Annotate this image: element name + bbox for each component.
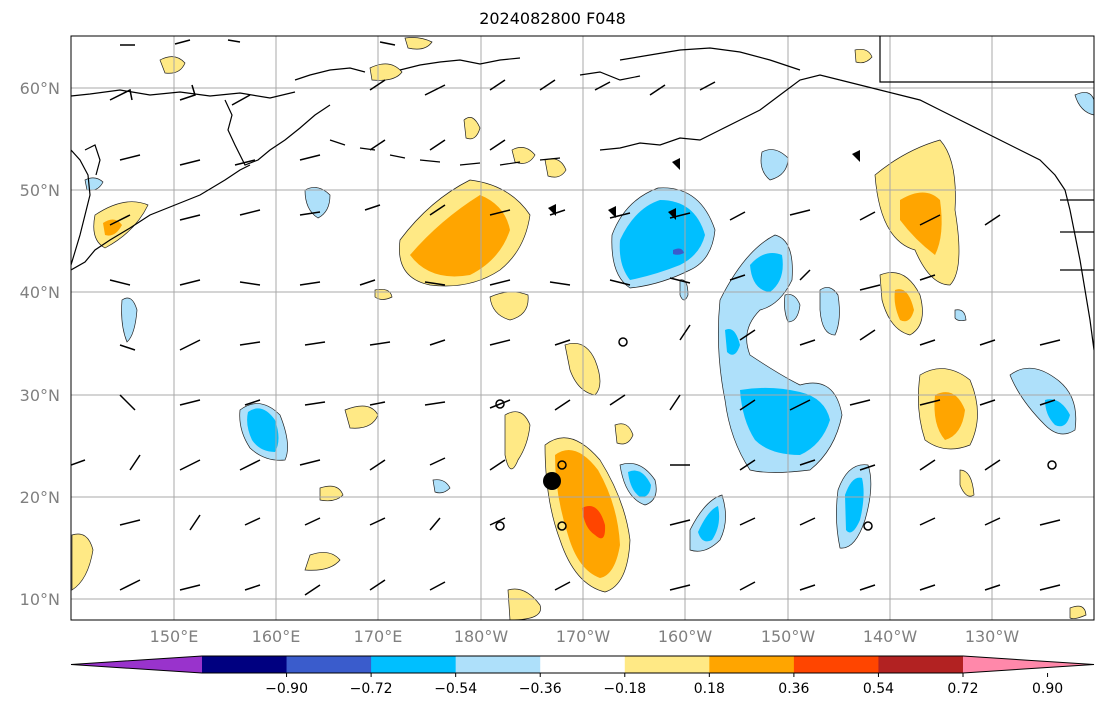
lat-label-10n: 10°N [20,590,60,609]
coastlines [71,36,1094,351]
lat-label-30n: 30°N [20,386,60,405]
lon-label-170w: 170°W [556,627,611,646]
colorbar-tick-label: −0.54 [434,681,477,697]
colorbar-segment [878,656,964,673]
colorbar-tick-label: −0.36 [519,681,562,697]
colorbar-tick-label: 0.18 [694,681,725,697]
colorbar-segment [540,656,626,673]
storm-center-marker [543,472,561,490]
colorbar-segment [286,656,372,673]
lon-label-170e: 170°E [354,627,403,646]
colorbar-outline [70,655,1095,674]
colorbar-tick-label: −0.18 [603,681,646,697]
lat-label-40n: 40°N [20,283,60,302]
lon-label-150w: 150°W [761,627,816,646]
map-title: 2024082800 F048 [479,9,626,28]
latitude-labels: 60°N 50°N 40°N 30°N 20°N 10°N [20,79,60,609]
colorbar-tick-label: −0.90 [265,681,308,697]
graticule [71,36,1094,620]
colorbar-tick-label: 0.54 [863,681,894,697]
colorbar-segment [793,656,879,673]
colorbar-segment [709,656,795,673]
colorbar-tick-label: 0.90 [1032,681,1063,697]
colorbar-segment [624,656,710,673]
lon-label-150e: 150°E [150,627,199,646]
colorbar-extend-high [963,656,1094,673]
lon-label-180w: 180°W [454,627,509,646]
lat-label-50n: 50°N [20,181,60,200]
calm-wind-markers [495,337,1057,531]
colorbar-tick-label: 0.36 [778,681,809,697]
lon-label-160w: 160°W [658,627,713,646]
colorbar-segment [455,656,541,673]
lon-label-130w: 130°W [965,627,1020,646]
lat-label-60n: 60°N [20,79,60,98]
map-frame [70,35,1095,621]
colorbar-tick-label: 0.72 [947,681,978,697]
lon-label-160e: 160°E [252,627,301,646]
colorbar-tick-label: −0.72 [350,681,393,697]
colorbar-segment [371,656,457,673]
longitude-labels: 150°E 160°E 170°E 180°W 170°W 160°W 150°… [150,627,1020,646]
colorbar-segment [202,656,288,673]
wind-barbs [71,39,1061,596]
positive-anomaly-shading [71,37,1087,620]
lon-label-140w: 140°W [863,627,918,646]
lat-label-20n: 20°N [20,488,60,507]
colorbar: −0.90 −0.72 −0.54 −0.36 −0.18 0.18 0.36 0.54 0.7… [70,655,1095,697]
colorbar-extend-low [71,656,202,673]
